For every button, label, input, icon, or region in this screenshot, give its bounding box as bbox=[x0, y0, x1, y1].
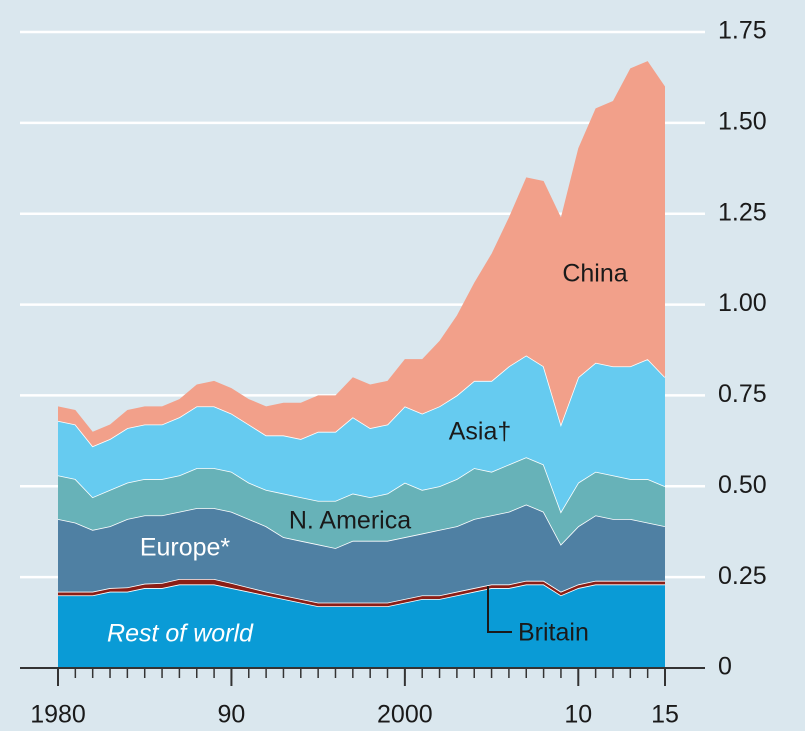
x-tick-label: 10 bbox=[564, 701, 592, 729]
area bbox=[58, 61, 665, 447]
y-tick-label: 0 bbox=[718, 653, 732, 681]
area bbox=[58, 355, 665, 512]
y-tick-label: 1.25 bbox=[718, 198, 767, 226]
x-tick-label: 90 bbox=[218, 701, 246, 729]
y-tick-label: 0.25 bbox=[718, 562, 767, 590]
y-tick-label: 0.75 bbox=[718, 380, 767, 408]
areas bbox=[57, 61, 666, 668]
x-tick-label: 15 bbox=[651, 701, 679, 729]
series-label: N. America bbox=[289, 507, 411, 535]
area bbox=[58, 457, 665, 549]
y-tick-label: 0.50 bbox=[718, 471, 767, 499]
area bbox=[58, 578, 665, 607]
leader-line bbox=[487, 586, 512, 633]
y-tick-label: 1.00 bbox=[718, 289, 767, 317]
x-tick-label: 2000 bbox=[377, 701, 433, 729]
series-label: China bbox=[562, 260, 627, 288]
y-tick-label: 1.75 bbox=[718, 17, 767, 45]
x-tick-label: 1980 bbox=[30, 701, 86, 729]
series-label: Britain bbox=[518, 619, 589, 647]
area bbox=[58, 504, 665, 603]
series-label: Asia† bbox=[449, 418, 512, 446]
labels: China Asia† N. America Europe* Rest of w… bbox=[107, 260, 628, 648]
series-label: Europe* bbox=[140, 534, 231, 562]
axis: 0 0.25 0.50 0.75 1.00 1.25 1.50 1.75 1980 90 2000 1… bbox=[20, 17, 767, 729]
y-tick-label: 1.50 bbox=[718, 107, 767, 135]
area bbox=[58, 584, 665, 668]
series-label: Rest of world bbox=[107, 620, 254, 648]
